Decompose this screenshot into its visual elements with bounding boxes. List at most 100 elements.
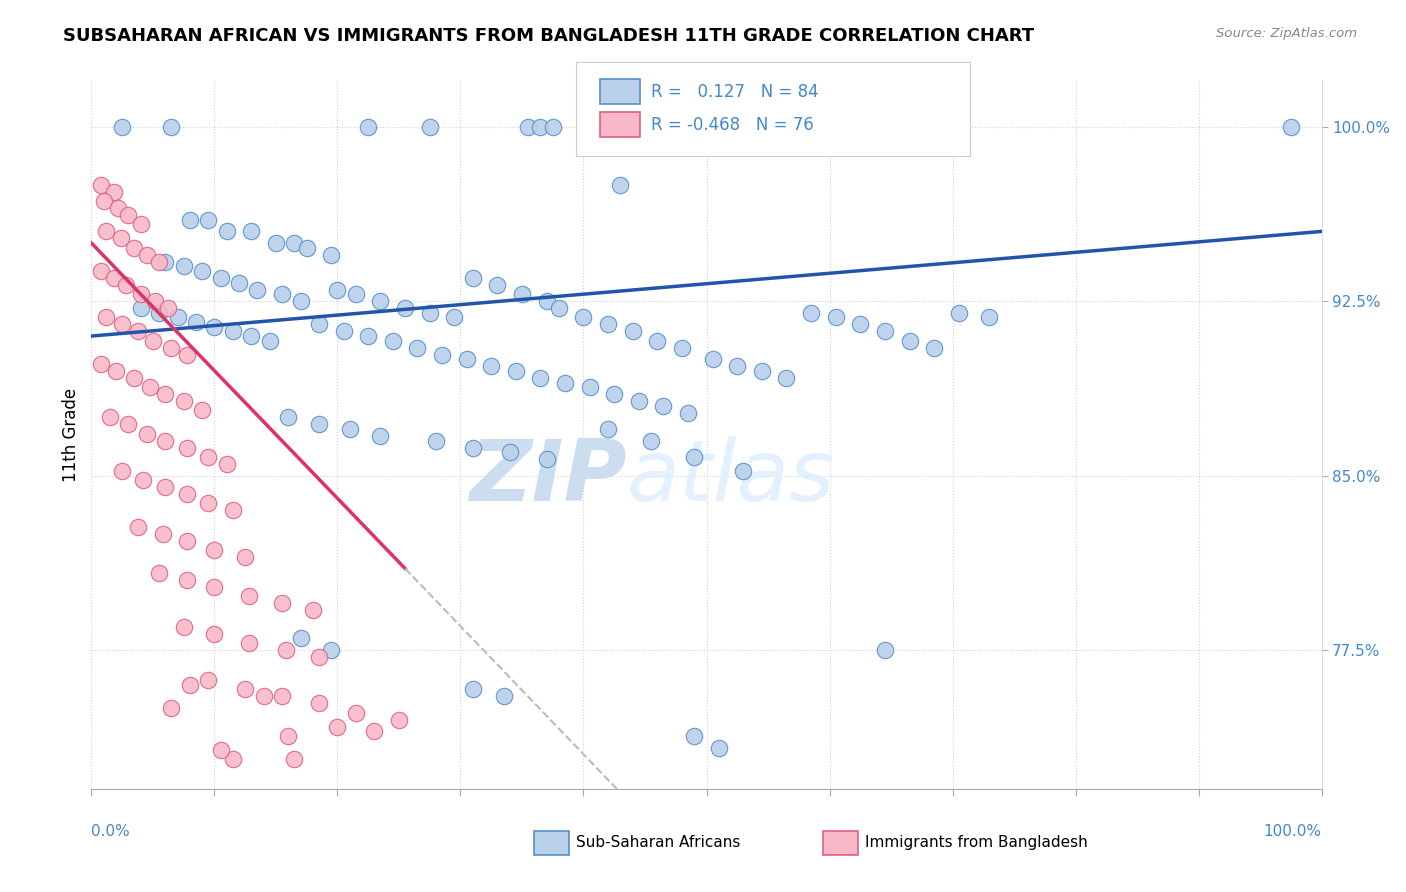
Point <box>529 371 551 385</box>
Point <box>775 371 797 385</box>
Point <box>129 301 152 315</box>
Point <box>406 341 429 355</box>
Point <box>246 283 269 297</box>
Point <box>209 271 232 285</box>
Point <box>443 310 465 325</box>
Text: R = -0.468   N = 76: R = -0.468 N = 76 <box>651 116 814 134</box>
Point <box>124 241 146 255</box>
Point <box>321 247 343 261</box>
Point <box>733 464 755 478</box>
Point <box>898 334 921 348</box>
Point <box>148 254 170 268</box>
Point <box>873 325 896 339</box>
Point <box>124 371 146 385</box>
Point <box>274 643 297 657</box>
Point <box>129 218 152 232</box>
Point <box>111 464 134 478</box>
Point <box>326 720 349 734</box>
Point <box>98 410 121 425</box>
Point <box>176 573 198 587</box>
Point <box>640 434 662 448</box>
Text: 0.0%: 0.0% <box>91 824 131 838</box>
Text: atlas: atlas <box>627 436 835 519</box>
Point <box>578 380 600 394</box>
Point <box>339 422 361 436</box>
Point <box>388 713 411 727</box>
Point <box>536 452 558 467</box>
Point <box>153 387 177 401</box>
Point <box>90 178 112 192</box>
Point <box>153 480 177 494</box>
Point <box>148 306 170 320</box>
Point <box>308 649 330 664</box>
Point <box>332 325 354 339</box>
Point <box>671 341 693 355</box>
Point <box>96 224 117 238</box>
Point <box>105 364 127 378</box>
Point <box>277 729 299 743</box>
Point <box>394 301 416 315</box>
Point <box>308 697 330 711</box>
Point <box>222 503 245 517</box>
Point <box>271 690 294 704</box>
Point <box>179 212 201 227</box>
Point <box>370 429 392 443</box>
Point <box>461 682 484 697</box>
Point <box>283 235 305 250</box>
Point <box>283 752 305 766</box>
Point <box>277 410 299 425</box>
Point <box>197 496 219 510</box>
Point <box>233 682 256 697</box>
Point <box>652 399 675 413</box>
Point <box>572 310 595 325</box>
Point <box>111 318 134 332</box>
Point <box>228 276 250 290</box>
Point <box>529 120 551 134</box>
Point <box>536 294 558 309</box>
Text: Source: ZipAtlas.com: Source: ZipAtlas.com <box>1216 27 1357 40</box>
Point <box>240 224 263 238</box>
Point <box>142 334 165 348</box>
Point <box>849 318 872 332</box>
Point <box>107 201 129 215</box>
Point <box>191 403 214 417</box>
Point <box>117 417 139 432</box>
Point <box>139 380 162 394</box>
Point <box>222 752 245 766</box>
Point <box>676 406 699 420</box>
Point <box>787 120 810 134</box>
Point <box>166 310 188 325</box>
Point <box>129 287 152 301</box>
Point <box>238 590 260 604</box>
Point <box>103 185 125 199</box>
Point <box>479 359 502 374</box>
Point <box>621 325 644 339</box>
Point <box>271 287 294 301</box>
Point <box>357 329 380 343</box>
Point <box>215 457 238 471</box>
Point <box>264 235 287 250</box>
Point <box>824 310 846 325</box>
Point <box>873 643 896 657</box>
Point <box>173 620 195 634</box>
Point <box>800 306 823 320</box>
Point <box>505 364 527 378</box>
Point <box>160 701 183 715</box>
Point <box>702 352 724 367</box>
Point <box>609 178 631 192</box>
Point <box>922 341 945 355</box>
Point <box>176 533 198 548</box>
Text: R =   0.127   N = 84: R = 0.127 N = 84 <box>651 83 818 101</box>
Text: ZIP: ZIP <box>470 436 627 519</box>
Point <box>111 120 134 134</box>
Point <box>202 626 225 640</box>
Point <box>295 241 318 255</box>
Point <box>430 348 453 362</box>
Point <box>357 120 380 134</box>
Point <box>215 224 238 238</box>
Point <box>707 740 730 755</box>
Point <box>176 487 198 501</box>
Point <box>153 254 177 268</box>
Point <box>197 450 219 464</box>
Text: 100.0%: 100.0% <box>1264 824 1322 838</box>
